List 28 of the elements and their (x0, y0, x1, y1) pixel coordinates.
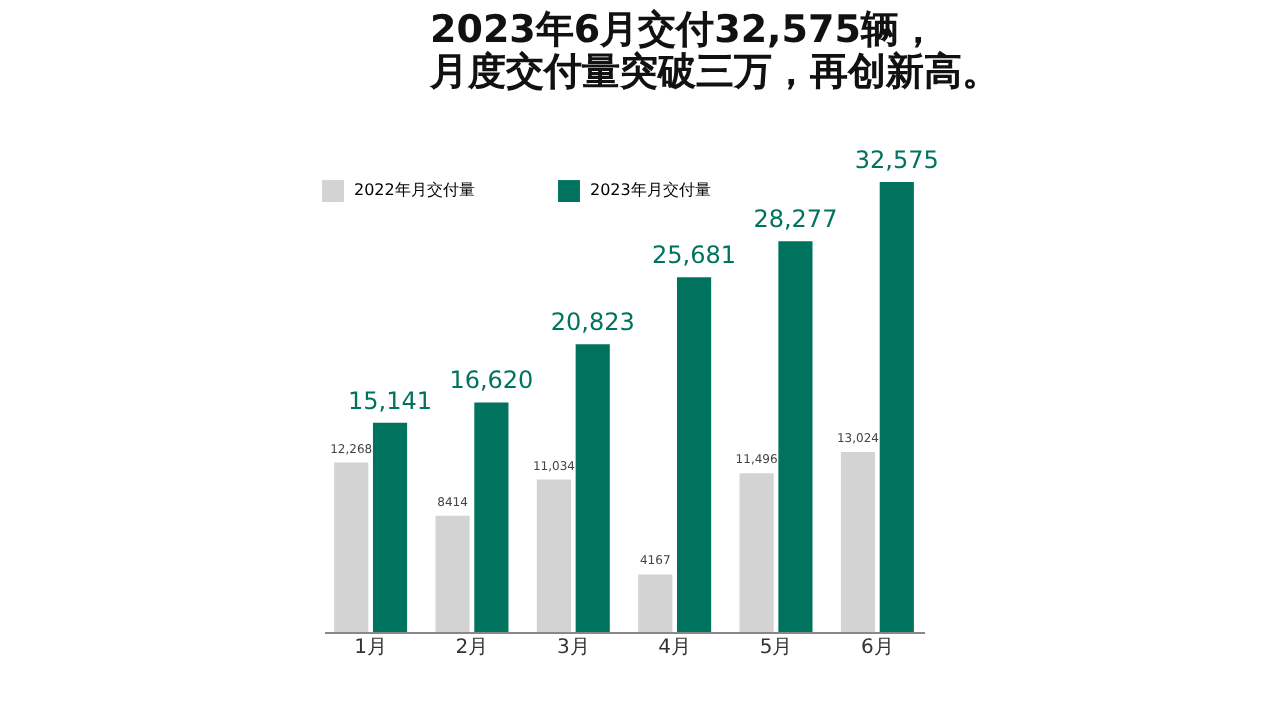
bar (334, 462, 369, 632)
bar (677, 277, 712, 632)
data-label: 16,620 (449, 366, 534, 395)
bar (778, 241, 813, 632)
data-label: 25,681 (652, 241, 737, 270)
bar (840, 452, 876, 632)
data-label: 28,277 (753, 205, 838, 234)
bar (435, 515, 470, 632)
bar (879, 182, 914, 632)
bar (739, 473, 774, 632)
x-tick-label: 2月 (455, 637, 489, 659)
chart-title: 2023年6月交付32,575辆， (430, 8, 937, 52)
bar (372, 422, 408, 632)
data-label: 15,141 (348, 386, 433, 415)
x-tick-label: 6月 (861, 637, 894, 659)
x-tick-label: 1月 (354, 637, 387, 659)
legend-label: 2023年月交付量 (590, 181, 711, 200)
x-tick-label: 3月 (556, 637, 590, 659)
data-label: 20,823 (550, 308, 635, 337)
x-tick-label: 5月 (759, 637, 793, 659)
bar (474, 402, 509, 632)
bar (536, 479, 571, 632)
x-tick-label: 4月 (658, 637, 692, 659)
chart-subtitle: 月度交付量突破三万，再创新高。 (428, 50, 1000, 94)
bar (575, 344, 610, 632)
bar (638, 574, 673, 632)
data-label: 32,575 (854, 146, 939, 174)
legend-label: 2022年月交付量 (354, 181, 475, 200)
